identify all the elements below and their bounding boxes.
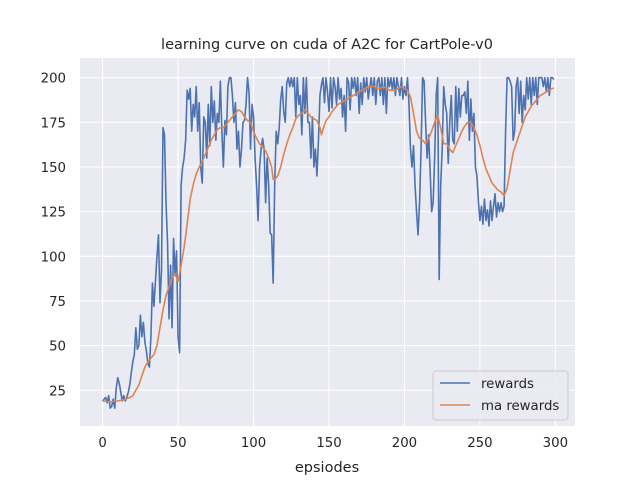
series-line-ma-rewards bbox=[102, 85, 554, 403]
legend-label-ma-rewards: ma rewards bbox=[481, 399, 559, 414]
y-tick-label: 50 bbox=[49, 340, 66, 355]
y-tick-label: 200 bbox=[41, 72, 66, 87]
y-tick-labels: 25 50 75 100 125 150 175 200 bbox=[41, 72, 66, 400]
x-axis-label: epsiodes bbox=[295, 460, 359, 476]
x-tick-label: 150 bbox=[316, 436, 341, 451]
series-line-rewards bbox=[102, 76, 555, 409]
legend: rewards ma rewards bbox=[432, 370, 569, 421]
y-tick-label: 75 bbox=[49, 295, 66, 310]
y-tick-label: 125 bbox=[41, 206, 66, 221]
x-tick-label: 0 bbox=[98, 436, 106, 451]
y-tick-label: 150 bbox=[41, 161, 66, 176]
x-tick-label: 100 bbox=[241, 436, 266, 451]
x-tick-label: 50 bbox=[170, 436, 187, 451]
x-tick-label: 250 bbox=[467, 436, 492, 451]
y-tick-label: 25 bbox=[49, 384, 66, 399]
legend-label-rewards: rewards bbox=[481, 377, 534, 392]
x-tick-label: 300 bbox=[543, 436, 568, 451]
series-lines bbox=[102, 76, 555, 409]
y-tick-label: 100 bbox=[41, 250, 66, 265]
y-tick-label: 175 bbox=[41, 116, 66, 131]
x-tick-label: 200 bbox=[392, 436, 417, 451]
chart-title: learning curve on cuda of A2C for CartPo… bbox=[161, 37, 493, 53]
x-tick-labels: 0 50 100 150 200 250 300 bbox=[98, 436, 568, 451]
